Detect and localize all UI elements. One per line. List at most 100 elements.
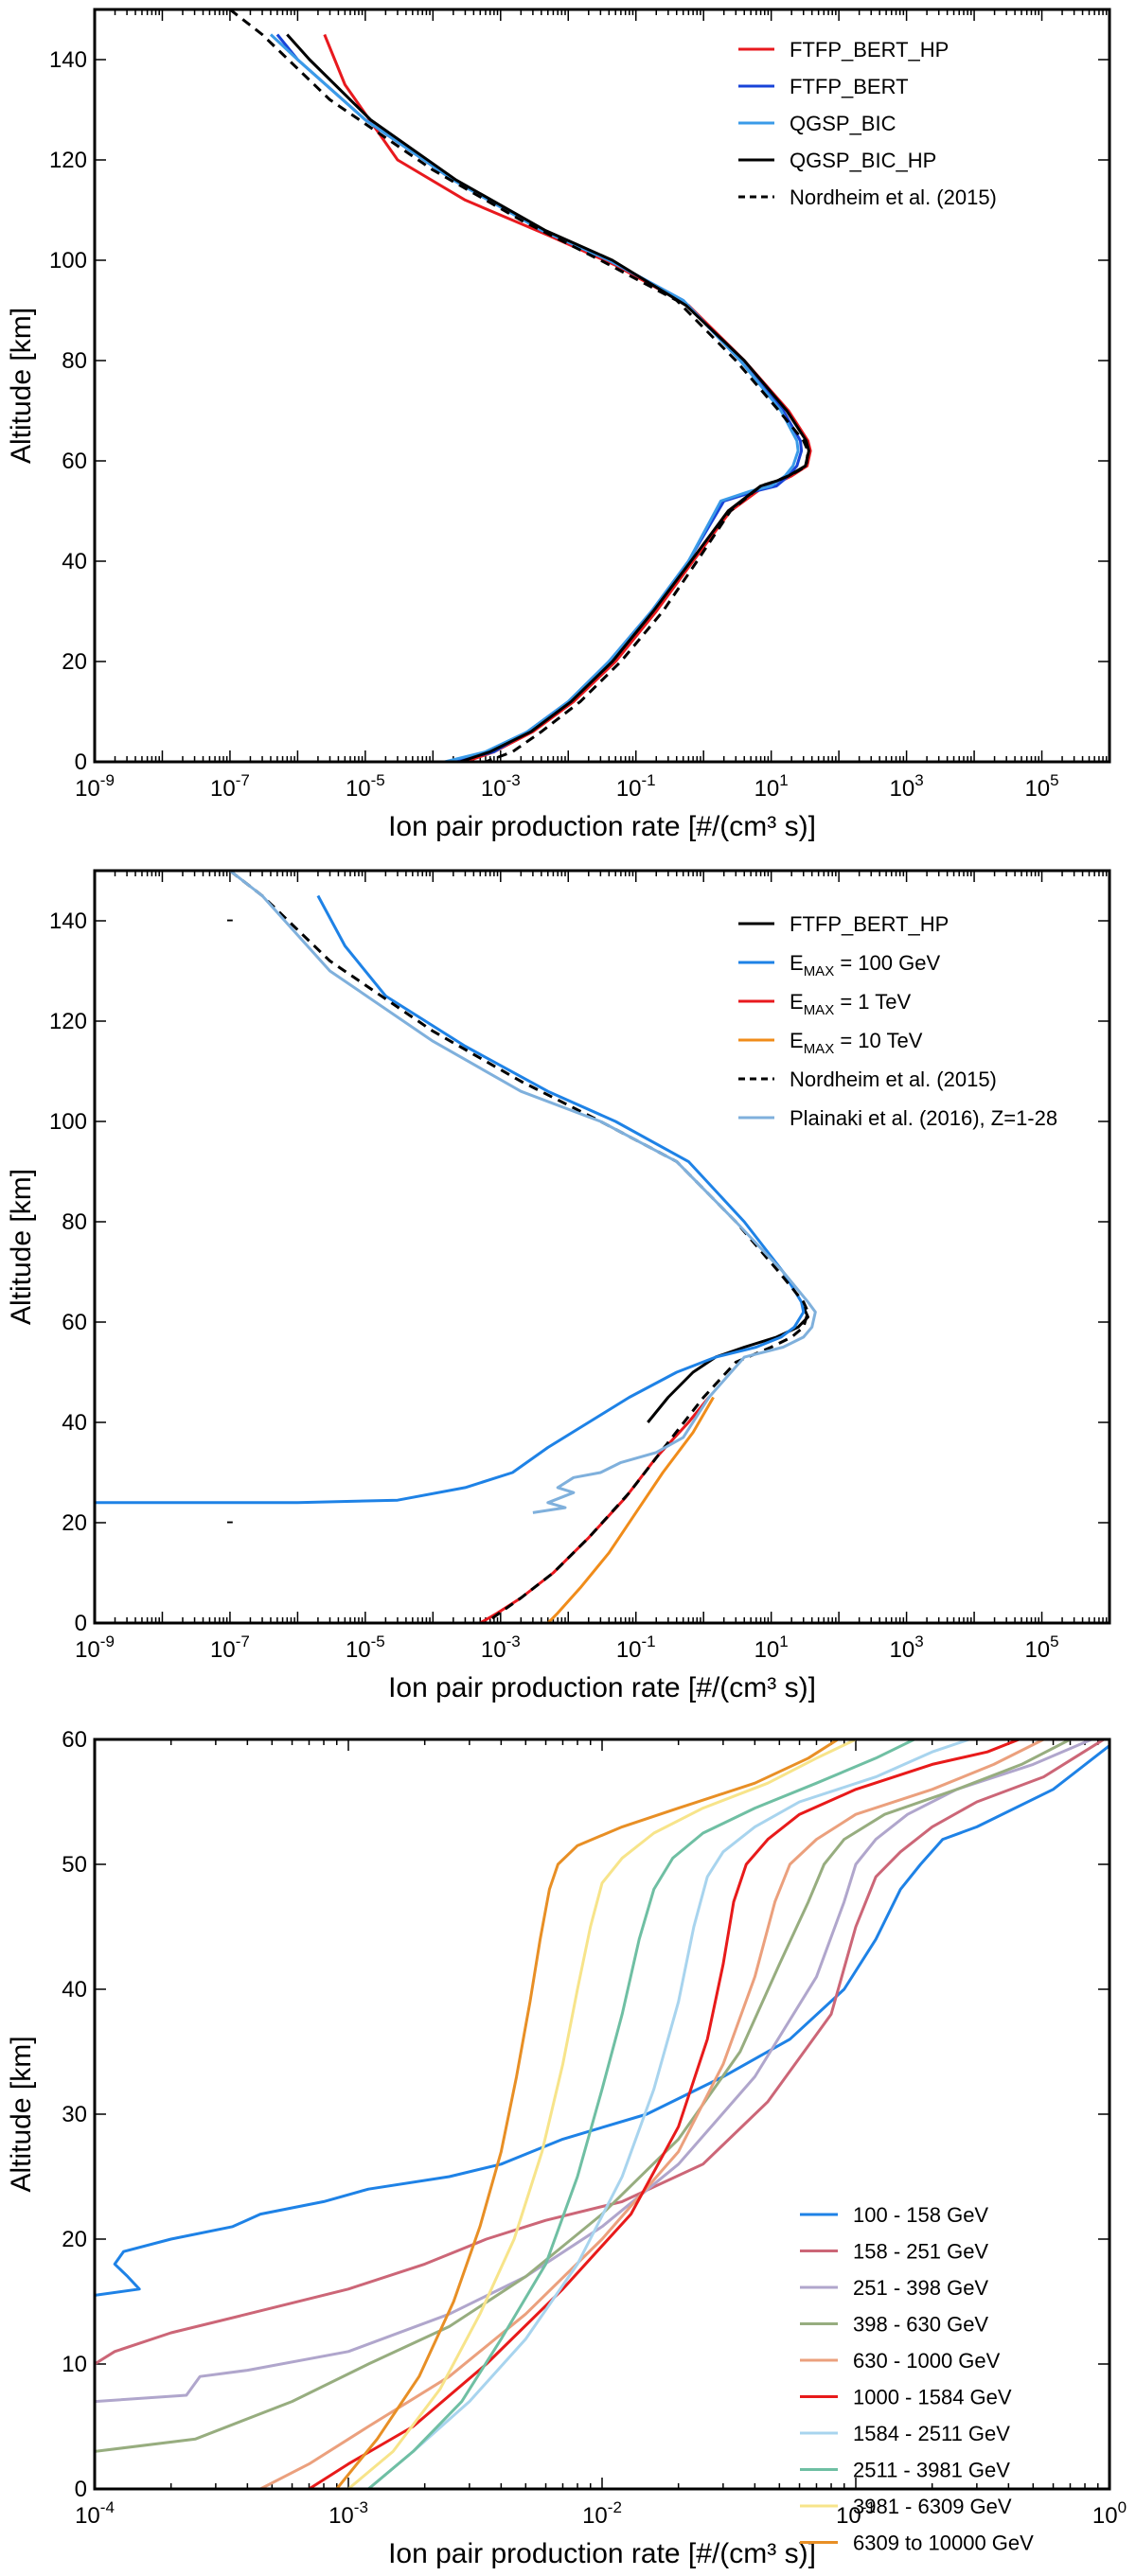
plot-frame (93, 1738, 1111, 2491)
legend-label-plainaki-et-al-2016-z-1-28: Plainaki et al. (2016), Z=1-28 (790, 1106, 1057, 1130)
x-tick-label: 10-1 (836, 2498, 876, 2529)
x-tick-label: 10-3 (481, 1632, 521, 1663)
series-group (228, 9, 812, 762)
legend-label-100-158-gev: 100 - 158 GeV (853, 2203, 988, 2227)
y-tick-label: 40 (62, 1977, 87, 2003)
x-tick-label: 10-9 (75, 771, 115, 802)
y-tick-label: 140 (49, 909, 87, 934)
y-tick-label: 20 (62, 1510, 87, 1536)
y-tick-label: 60 (62, 1310, 87, 1335)
series-line-nordheim-et-al-2015 (228, 871, 809, 1623)
series-line-630-1000-gev (259, 1739, 1045, 2489)
series-line-qgsp-bic-hp (286, 33, 810, 762)
series-group (95, 871, 817, 1623)
series-line-ftfp-bert-hp (647, 1306, 809, 1423)
legend-label-2511-3981-gev: 2511 - 3981 GeV (853, 2459, 1010, 2482)
y-tick-label: 100 (49, 248, 87, 273)
x-axis-title: Ion pair production rate [#/(cm³ s)] (388, 811, 816, 842)
legend-label-e-max-1-tev: EMAX = 1 TeV (790, 990, 911, 1018)
y-tick-label: 80 (62, 348, 87, 374)
series-line-1584-2511-gev (367, 1739, 970, 2489)
series-line-398-630-gev (95, 1739, 1072, 2453)
y-tick-label: 0 (75, 1611, 87, 1636)
x-axis-title: Ion pair production rate [#/(cm³ s)] (388, 1672, 816, 1703)
series-line-3981-6309-gev (347, 1739, 857, 2489)
series-line-e-max-10-tev (546, 1396, 715, 1623)
series-line-158-251-gev (95, 1739, 1105, 2366)
y-tick-label: 120 (49, 1009, 87, 1034)
legend-label-ftfp-bert-hp: FTFP_BERT_HP (790, 38, 949, 62)
plot-frame (93, 869, 1111, 1625)
legend: 100 - 158 GeV 158 - 251 GeV 251 - 398 GeV 3… (800, 2203, 1034, 2555)
data-marker: - (226, 1509, 234, 1534)
x-tick-label: 103 (890, 771, 924, 802)
y-tick-label: 0 (75, 2477, 87, 2502)
y-tick-label: 60 (62, 449, 87, 474)
x-tick-label: 10-2 (582, 2498, 622, 2529)
y-tick-label: 120 (49, 148, 87, 173)
series-line-nordheim-et-al-2015 (228, 9, 809, 762)
legend-label-nordheim-et-al-2015: Nordheim et al. (2015) (790, 1067, 997, 1091)
x-tick-label: 105 (1024, 1632, 1058, 1663)
series-line-ftfp-bert-hp (323, 33, 812, 762)
x-tick-label: 10-4 (75, 2498, 115, 2529)
x-tick-label: 10-3 (328, 2498, 368, 2529)
x-tick-label: 101 (754, 771, 789, 802)
x-tick-label: 10-7 (210, 771, 250, 802)
legend-label-qgsp-bic-hp: QGSP_BIC_HP (790, 149, 936, 172)
y-tick-label: 40 (62, 1410, 87, 1436)
series-line-1000-1584-gev (308, 1739, 1020, 2489)
x-tick-label: 103 (890, 1632, 924, 1663)
legend-label-nordheim-et-al-2015: Nordheim et al. (2015) (790, 185, 997, 209)
x-tick-label: 100 (1092, 2498, 1127, 2529)
series-line-251-398-gev (95, 1739, 1092, 2404)
x-tick-label: 10-5 (346, 771, 385, 802)
x-tick-label: 105 (1024, 771, 1058, 802)
series-line-plainaki-et-al-2016-z-1-28 (228, 871, 817, 1514)
legend-label-e-max-10-tev: EMAX = 10 TeV (790, 1029, 923, 1057)
series-line-6309-to-10000-gev (335, 1739, 839, 2489)
series-line-qgsp-bic (269, 33, 800, 762)
y-tick-label: 10 (62, 2352, 87, 2377)
series-line-2511-3981-gev (367, 1739, 915, 2489)
legend-label-1000-1584-gev: 1000 - 1584 GeV (853, 2386, 1012, 2409)
y-tick-label: 0 (75, 750, 87, 775)
x-tick-label: 101 (754, 1632, 789, 1663)
legend-label-1584-2511-gev: 1584 - 2511 GeV (853, 2422, 1010, 2445)
plot-frame (93, 8, 1111, 764)
y-axis-title: Altitude [km] (6, 308, 37, 464)
y-tick-label: 60 (62, 1727, 87, 1753)
x-tick-label: 10-1 (616, 771, 656, 802)
legend-label-3981-6309-gev: 3981 - 6309 GeV (853, 2495, 1012, 2518)
legend-label-251-398-gev: 251 - 398 GeV (853, 2276, 988, 2300)
x-tick-label: 10-9 (75, 1632, 115, 1663)
legend-label-6309-to-10000-gev: 6309 to 10000 GeV (853, 2532, 1034, 2555)
y-tick-label: 80 (62, 1209, 87, 1235)
chart-panel-3: 0 10 20 30 40 50 60 10-4 10-3 10-2 10-1 100 Ion pair… (6, 1727, 1127, 2569)
legend-label-qgsp-bic: QGSP_BIC (790, 112, 896, 135)
series-line-e-max-100-gev (95, 894, 806, 1505)
series-line-ftfp-bert (275, 33, 804, 762)
legend-label-e-max-100-gev: EMAX = 100 GeV (790, 951, 940, 979)
series-line-100-158-gev (95, 1744, 1109, 2297)
x-tick-label: 10-3 (481, 771, 521, 802)
legend: FTFP_BERT_HP FTFP_BERT QGSP_BIC QGSP_BIC_HP… (738, 38, 997, 209)
y-tick-label: 40 (62, 549, 87, 574)
chart-panel-1: 0 20 40 60 80 100 120 140 10-9 10-7 10-5 10-3 10-1 10… (6, 8, 1111, 842)
legend-label-158-251-gev: 158 - 251 GeV (853, 2240, 988, 2264)
data-marker: - (226, 907, 234, 932)
legend-label-630-1000-gev: 630 - 1000 GeV (853, 2349, 1001, 2373)
chart-panel-2: 0 20 40 60 80 100 120 140 10-9 10-7 10-5 10-3 10-1 10… (6, 869, 1111, 1703)
legend-label-398-630-gev: 398 - 630 GeV (853, 2313, 988, 2337)
y-tick-label: 20 (62, 649, 87, 675)
legend-label-ftfp-bert-hp: FTFP_BERT_HP (790, 912, 949, 936)
x-tick-label: 10-7 (210, 1632, 250, 1663)
x-tick-label: 10-1 (616, 1632, 656, 1663)
y-tick-label: 30 (62, 2102, 87, 2127)
series-line-e-max-1-tev (479, 1396, 711, 1623)
y-axis-title: Altitude [km] (6, 1169, 37, 1325)
y-tick-label: 20 (62, 2227, 87, 2252)
y-axis-title: Altitude [km] (6, 2036, 37, 2192)
series-group (95, 1739, 1109, 2489)
